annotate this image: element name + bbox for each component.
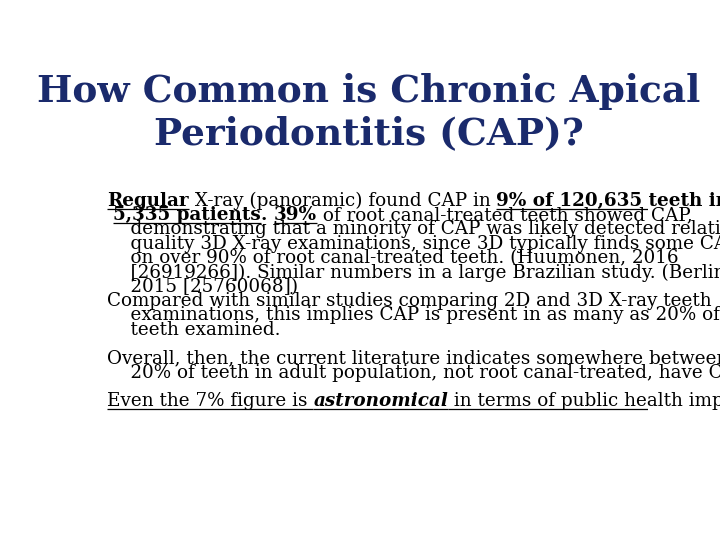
Text: 20% of teeth in adult population, not root canal-treated, have CAP.: 20% of teeth in adult population, not ro… bbox=[107, 364, 720, 382]
Text: [26919266]). Similar numbers in a large Brazilian study. (Berlinck,: [26919266]). Similar numbers in a large … bbox=[107, 264, 720, 282]
Text: teeth examined.: teeth examined. bbox=[107, 321, 281, 339]
Text: Overall, then, the current literature indicates somewhere between 7 and: Overall, then, the current literature in… bbox=[107, 349, 720, 367]
Text: on over 90% of root canal-treated teeth. (Huumonen, 2016: on over 90% of root canal-treated teeth.… bbox=[107, 249, 679, 267]
Text: 5,335 patients: 5,335 patients bbox=[113, 206, 261, 224]
Text: Regular: Regular bbox=[107, 192, 189, 210]
Text: of root canal-treated teeth showed CAP,: of root canal-treated teeth showed CAP, bbox=[317, 206, 693, 224]
Text: 2015 [25760068]): 2015 [25760068]) bbox=[107, 278, 298, 296]
Text: demonstrating that a minority of CAP was likely detected relative to: demonstrating that a minority of CAP was… bbox=[107, 220, 720, 239]
Text: quality 3D X-ray examinations, since 3D typically finds some CAP: quality 3D X-ray examinations, since 3D … bbox=[107, 235, 720, 253]
Text: 9% of 120,635 teeth in: 9% of 120,635 teeth in bbox=[496, 192, 720, 210]
Text: astronomical: astronomical bbox=[313, 393, 449, 410]
Text: How Common is Chronic Apical
Periodontitis (CAP)?: How Common is Chronic Apical Periodontit… bbox=[37, 72, 701, 152]
Text: in terms of public health impact.: in terms of public health impact. bbox=[449, 393, 720, 410]
Text: Even the 7% figure is: Even the 7% figure is bbox=[107, 393, 313, 410]
Text: X-ray (panoramic) found CAP in: X-ray (panoramic) found CAP in bbox=[189, 192, 496, 210]
Text: Compared with similar studies comparing 2D and 3D X-ray teeth: Compared with similar studies comparing … bbox=[107, 292, 711, 310]
Text: examinations, this implies CAP is present in as many as 20% of: examinations, this implies CAP is presen… bbox=[107, 306, 720, 325]
Text: 39%: 39% bbox=[274, 206, 317, 224]
Text: .: . bbox=[261, 206, 274, 224]
